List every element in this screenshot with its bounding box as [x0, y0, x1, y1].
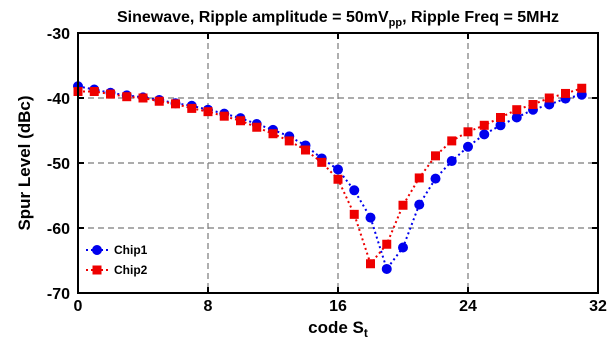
y-tick-label: -30 — [47, 26, 70, 43]
data-point-chip2 — [463, 127, 473, 137]
data-point-chip2 — [561, 88, 570, 98]
x-tick-label: 32 — [589, 298, 607, 315]
x-axis-label: code St — [308, 318, 368, 339]
data-point-chip1 — [333, 164, 343, 175]
chart-title: Sinewave, Ripple amplitude = 50mVpp, Rip… — [117, 9, 559, 29]
data-point-chip1 — [495, 120, 506, 131]
data-point-chip2 — [496, 113, 505, 122]
data-point-chip2 — [284, 136, 294, 146]
legend-label: Chip2 — [114, 263, 148, 277]
x-tick-label: 16 — [329, 298, 347, 315]
data-point-chip1 — [381, 263, 392, 274]
x-tick-label: 24 — [459, 298, 477, 315]
y-tick-label: -60 — [47, 221, 70, 238]
data-point-chip2 — [414, 173, 424, 183]
data-point-chip1 — [479, 129, 490, 140]
data-point-chip2 — [528, 100, 538, 109]
data-point-chip2 — [301, 145, 310, 155]
legend-item-chip1: Chip1 — [86, 243, 148, 257]
data-point-chip1 — [430, 173, 441, 184]
data-point-chip2 — [577, 83, 587, 93]
data-point-chip1 — [446, 156, 457, 167]
legend-label: Chip1 — [114, 243, 148, 257]
grid-lines — [78, 33, 598, 293]
data-point-chip1 — [349, 185, 360, 196]
legend-marker-square — [92, 265, 102, 275]
x-tick-label: 8 — [204, 298, 213, 315]
series-chip1 — [73, 81, 587, 274]
data-point-chip2 — [479, 120, 489, 130]
data-point-chip2 — [349, 209, 359, 219]
data-point-chip2 — [431, 151, 440, 161]
data-point-chip2 — [398, 200, 408, 210]
data-point-chip2 — [252, 122, 262, 132]
data-point-chip2 — [219, 111, 229, 121]
data-point-chip2 — [512, 105, 522, 115]
x-tick-label: 0 — [74, 298, 83, 315]
data-point-chip1 — [511, 112, 522, 123]
series-line-chip2 — [78, 87, 583, 266]
data-point-chip2 — [366, 259, 375, 269]
data-point-chip2 — [89, 87, 99, 96]
data-point-chip2 — [171, 99, 180, 109]
data-point-chip2 — [317, 157, 327, 167]
data-point-chip2 — [154, 96, 164, 106]
data-point-chip2 — [236, 116, 245, 126]
y-tick-label: -70 — [47, 286, 70, 303]
data-point-chip2 — [333, 174, 343, 184]
data-point-chip2 — [382, 239, 392, 249]
legend-marker-circle — [92, 245, 102, 255]
data-point-chip2 — [447, 136, 457, 146]
data-point-chip2 — [122, 92, 132, 102]
series-layer — [73, 81, 587, 274]
data-point-chip1 — [414, 199, 425, 210]
y-tick-label: -50 — [47, 156, 70, 173]
y-axis-label: Spur Level (dBc) — [15, 95, 34, 230]
data-point-chip2 — [268, 129, 278, 139]
data-point-chip1 — [365, 212, 376, 223]
data-point-chip2 — [106, 89, 115, 99]
y-tick-label: -40 — [47, 91, 70, 108]
data-point-chip2 — [187, 103, 197, 113]
series-chip2 — [73, 83, 587, 269]
data-point-chip2 — [138, 93, 148, 103]
data-point-chip1 — [398, 242, 408, 253]
data-point-chip2 — [203, 107, 213, 117]
legend: Chip1 Chip2 — [86, 243, 148, 277]
legend-item-chip2: Chip2 — [86, 263, 148, 277]
data-point-chip1 — [463, 141, 473, 152]
axis-ticks: 0 8 16 24 32 -30 -40 -50 -60 -70 — [47, 26, 607, 315]
data-point-chip2 — [544, 93, 554, 103]
